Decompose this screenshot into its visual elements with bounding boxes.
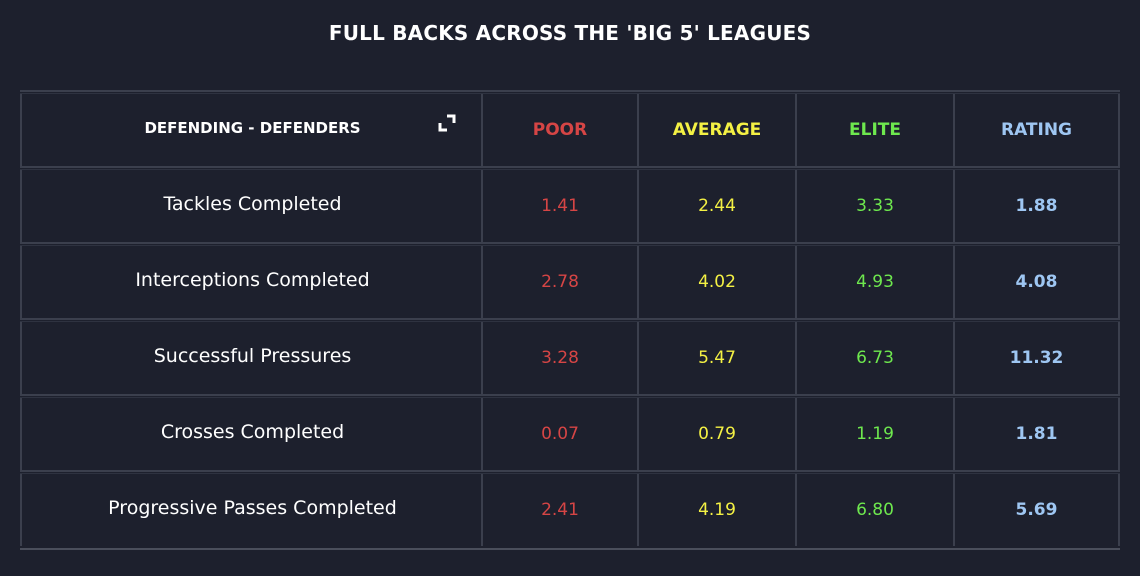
metric-label: Crosses Completed (160, 421, 345, 443)
column-divider (953, 474, 955, 546)
column-divider (481, 474, 483, 546)
row-divider (20, 93, 1120, 94)
header-elite[interactable]: ELITE (849, 120, 901, 140)
column-divider (953, 322, 955, 394)
row-divider (20, 321, 1120, 322)
column-divider (20, 322, 22, 394)
column-divider (20, 246, 22, 318)
row-divider (20, 242, 1120, 244)
row-divider (20, 397, 1120, 398)
row-divider (20, 473, 1120, 474)
column-divider (1118, 170, 1120, 242)
column-divider (1118, 398, 1120, 470)
table-row: Progressive Passes Completed 2.41 4.19 6… (20, 470, 1120, 546)
stats-table: DEFENDING - DEFENDERS POOR AVERAGE ELITE… (20, 90, 1120, 550)
expand-icon[interactable] (438, 114, 456, 132)
column-divider (481, 170, 483, 242)
row-divider (20, 318, 1120, 320)
column-divider (481, 94, 483, 166)
column-divider (1118, 246, 1120, 318)
poor-value: 1.41 (541, 196, 579, 216)
column-divider (20, 94, 22, 166)
column-divider (20, 398, 22, 470)
column-divider (637, 246, 639, 318)
average-value: 4.02 (698, 272, 736, 292)
metric-label: Tackles Completed (163, 193, 342, 215)
average-value: 4.19 (698, 500, 736, 520)
average-value: 5.47 (698, 348, 736, 368)
metric-label: Progressive Passes Completed (108, 497, 397, 519)
elite-value: 1.19 (856, 424, 894, 444)
column-divider (953, 246, 955, 318)
column-divider (20, 474, 22, 546)
rating-value: 1.81 (1015, 424, 1058, 444)
rating-value: 11.32 (1009, 348, 1064, 368)
average-value: 2.44 (698, 196, 736, 216)
row-divider (20, 166, 1120, 168)
column-divider (953, 170, 955, 242)
poor-value: 2.41 (541, 500, 579, 520)
table-header-row: DEFENDING - DEFENDERS POOR AVERAGE ELITE… (20, 90, 1120, 166)
elite-value: 3.33 (856, 196, 894, 216)
elite-value: 6.80 (856, 500, 894, 520)
header-label: DEFENDING - DEFENDERS (144, 119, 361, 137)
header-poor[interactable]: POOR (532, 120, 588, 140)
column-divider (795, 94, 797, 166)
elite-value: 6.73 (856, 348, 894, 368)
rating-value: 5.69 (1015, 500, 1058, 520)
column-divider (637, 398, 639, 470)
header-average[interactable]: AVERAGE (672, 120, 762, 140)
table-bottom-border (20, 548, 1120, 550)
table-row: Tackles Completed 1.41 2.44 3.33 1.88 (20, 166, 1120, 242)
column-divider (795, 474, 797, 546)
row-divider (20, 394, 1120, 396)
table-row: Successful Pressures 3.28 5.47 6.73 11.3… (20, 318, 1120, 394)
column-divider (953, 94, 955, 166)
rating-value: 4.08 (1015, 272, 1058, 292)
column-divider (481, 398, 483, 470)
metric-label: Successful Pressures (153, 345, 352, 367)
column-divider (795, 398, 797, 470)
row-divider (20, 470, 1120, 472)
poor-value: 3.28 (541, 348, 579, 368)
column-divider (795, 322, 797, 394)
column-divider (953, 398, 955, 470)
column-divider (481, 322, 483, 394)
column-divider (637, 322, 639, 394)
column-divider (20, 170, 22, 242)
metric-label: Interceptions Completed (135, 269, 370, 291)
column-divider (637, 94, 639, 166)
row-divider (20, 169, 1120, 170)
poor-value: 0.07 (541, 424, 579, 444)
column-divider (637, 474, 639, 546)
column-divider (1118, 94, 1120, 166)
column-divider (1118, 322, 1120, 394)
column-divider (481, 246, 483, 318)
header-rating[interactable]: RATING (1000, 120, 1073, 140)
average-value: 0.79 (698, 424, 736, 444)
page-title: FULL BACKS ACROSS THE 'BIG 5' LEAGUES (328, 21, 812, 45)
elite-value: 4.93 (856, 272, 894, 292)
table-row: Interceptions Completed 2.78 4.02 4.93 4… (20, 242, 1120, 318)
column-divider (795, 246, 797, 318)
column-divider (637, 170, 639, 242)
column-divider (1118, 474, 1120, 546)
row-divider (20, 245, 1120, 246)
poor-value: 2.78 (541, 272, 579, 292)
row-divider (20, 90, 1120, 92)
table-row: Crosses Completed 0.07 0.79 1.19 1.81 (20, 394, 1120, 470)
column-divider (795, 170, 797, 242)
rating-value: 1.88 (1015, 196, 1058, 216)
